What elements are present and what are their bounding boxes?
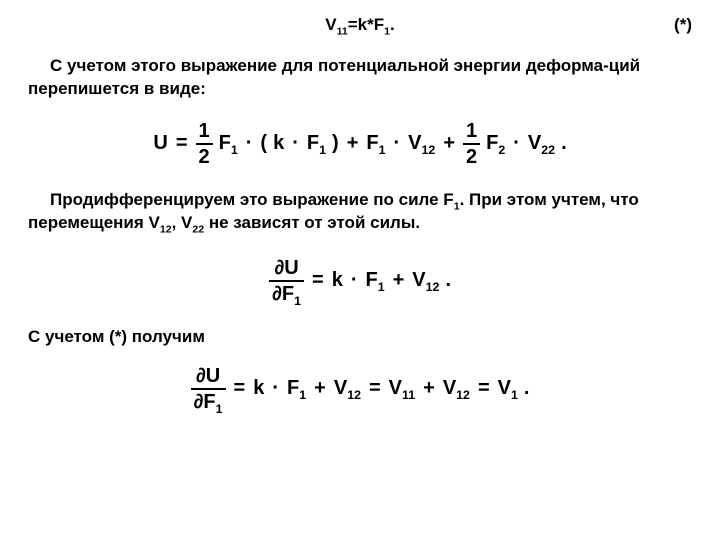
num: 1 <box>463 121 480 143</box>
den: ∂F1 <box>191 390 226 412</box>
op-dot: · <box>349 267 360 294</box>
frac-half-2: 1 2 <box>463 121 480 167</box>
V12: V12 <box>412 267 439 294</box>
frac-half-1: 1 2 <box>196 121 213 167</box>
op-eq: = <box>174 130 190 157</box>
rparen: ) <box>332 130 339 157</box>
k: k <box>332 267 343 294</box>
period: . <box>561 130 567 157</box>
op-eq: = <box>310 267 326 294</box>
paragraph-diff: Продифференцируем это выражение по силе … <box>28 189 692 235</box>
op-eq: = <box>232 375 248 402</box>
lparen: ( <box>260 130 267 157</box>
V12: V12 <box>408 130 435 157</box>
V12b: V12 <box>443 375 470 402</box>
V22: V22 <box>528 130 555 157</box>
num: ∂U <box>271 258 301 280</box>
sym-V: V <box>325 15 336 34</box>
num: ∂U <box>193 366 223 388</box>
equation-star: V11=k*F1. (*) <box>28 14 692 37</box>
op-eq: = <box>367 375 383 402</box>
V12: V12 <box>334 375 361 402</box>
period: . <box>445 267 451 294</box>
op-plus: + <box>345 130 361 157</box>
frac-partial: ∂U ∂F1 <box>269 258 304 304</box>
F1b: F1 <box>307 130 326 157</box>
op-eq: = <box>476 375 492 402</box>
F1c: F1 <box>366 130 385 157</box>
F1: F1 <box>287 375 306 402</box>
den: 2 <box>463 145 480 167</box>
k: k <box>253 375 264 402</box>
sym-U: U <box>153 130 167 157</box>
F1: F1 <box>365 267 384 294</box>
paragraph-intro: С учетом этого выражение для потенциальн… <box>28 55 692 101</box>
equation-final: ∂U ∂F1 = k · F1 + V12 = V11 + V12 = V1 . <box>28 363 692 412</box>
eq-kF: =k*F <box>348 15 384 34</box>
V1: V1 <box>498 375 518 402</box>
den: ∂F1 <box>269 282 304 304</box>
op-dot: · <box>270 375 281 402</box>
num: 1 <box>196 121 213 143</box>
den: 2 <box>196 145 213 167</box>
equation-U: U = 1 2 F1 · (k · F1) + F1 · V12 + 1 2 F… <box>28 121 692 167</box>
op-dot: · <box>244 130 255 157</box>
eq-star-body: V11=k*F1. <box>325 14 394 37</box>
F2: F2 <box>486 130 505 157</box>
equation-dU: ∂U ∂F1 = k · F1 + V12 . <box>28 255 692 304</box>
op-plus: + <box>312 375 328 402</box>
op-plus: + <box>421 375 437 402</box>
period: . <box>524 375 530 402</box>
V11: V11 <box>389 375 415 402</box>
dot: . <box>390 15 395 34</box>
op-dot: · <box>511 130 522 157</box>
k: k <box>273 130 284 157</box>
F1: F1 <box>219 130 238 157</box>
equation-marker: (*) <box>674 14 692 37</box>
frac-partial: ∂U ∂F1 <box>191 366 226 412</box>
paragraph-result: С учетом (*) получим <box>28 326 692 349</box>
op-dot: · <box>290 130 301 157</box>
op-plus: + <box>391 267 407 294</box>
op-plus: + <box>441 130 457 157</box>
sub-11: 11 <box>337 25 348 37</box>
op-dot: · <box>392 130 403 157</box>
